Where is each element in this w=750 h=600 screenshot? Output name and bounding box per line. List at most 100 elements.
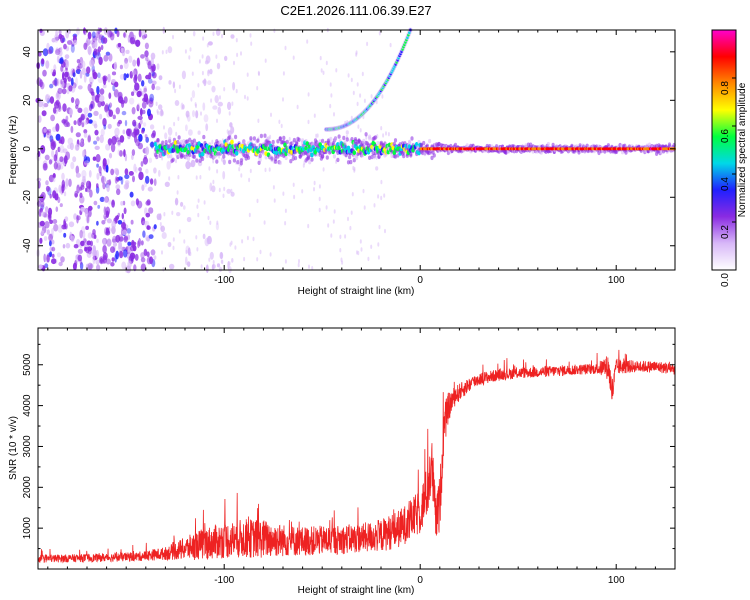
noise-blob [63, 191, 67, 197]
noise-blob [121, 261, 127, 270]
colorbar-tick-label: 0.6 [720, 129, 731, 143]
faint-dot [311, 266, 314, 271]
noise-blob [56, 252, 62, 258]
noise-blob [105, 164, 109, 173]
faint-dot [196, 247, 199, 252]
noise-blob [104, 215, 107, 222]
noise-blob [72, 72, 76, 78]
noise-blob [121, 212, 125, 220]
noise-blob [128, 55, 133, 63]
noise-blob [133, 163, 137, 172]
noise-blob [129, 31, 134, 39]
carrier-halo [551, 142, 555, 148]
faint-dot [197, 198, 200, 203]
carrier-halo [390, 153, 394, 159]
faint-dot [163, 125, 165, 130]
noise-blob [138, 29, 142, 38]
carrier-halo [311, 141, 315, 147]
noise-blob [40, 230, 45, 236]
faint-dot [228, 111, 231, 116]
noise-blob [147, 186, 153, 192]
faint-dot [347, 216, 349, 222]
carrier-cell [234, 150, 239, 156]
noise-blob [40, 200, 45, 208]
noise-blob [116, 215, 119, 220]
faint-dot [282, 191, 285, 196]
noise-blob [232, 81, 236, 91]
noise-blob [40, 211, 45, 217]
faint-dot [330, 93, 333, 98]
noise-blob [88, 119, 93, 124]
noise-blob [164, 181, 170, 187]
noise-blob [141, 184, 145, 191]
noise-blob [65, 59, 70, 69]
noise-blob [150, 249, 156, 256]
noise-blob [70, 235, 75, 242]
x-tick-label: 100 [608, 275, 625, 286]
faint-dot [197, 212, 200, 218]
noise-blob [55, 49, 61, 56]
carrier-halo [345, 137, 349, 142]
faint-dot [284, 208, 287, 213]
spectrogram-x-axis-label: Height of straight line (km) [298, 286, 415, 297]
noise-blob [70, 44, 75, 53]
noise-blob [51, 253, 55, 258]
faint-dot [230, 188, 233, 194]
noise-blob [137, 115, 143, 120]
faint-dot [174, 88, 177, 94]
carrier-halo [257, 160, 261, 165]
faint-dot [292, 55, 295, 60]
faint-dot [203, 200, 206, 205]
noise-blob [43, 253, 46, 263]
noise-blob [217, 106, 222, 115]
faint-dot [282, 71, 285, 76]
noise-blob [146, 225, 150, 230]
noise-blob [111, 136, 117, 145]
noise-blob [37, 100, 44, 108]
noise-blob [83, 160, 90, 166]
faint-dot [378, 224, 381, 230]
faint-dot [272, 185, 275, 190]
y-tick-label: 20 [22, 94, 33, 106]
faint-dot [357, 250, 360, 256]
faint-dot [370, 244, 373, 249]
y-tick-label: 3000 [22, 435, 33, 458]
noise-blob [87, 262, 93, 270]
noise-blob [100, 44, 104, 51]
noise-blob [183, 205, 186, 210]
noise-blob [76, 214, 79, 224]
faint-dot [194, 102, 197, 107]
noise-blob [65, 242, 71, 249]
noise-blob [68, 221, 75, 228]
carrier-halo [252, 136, 256, 141]
faint-dot [293, 194, 296, 200]
carrier-halo [176, 139, 180, 145]
noise-blob [97, 76, 104, 84]
noise-blob [89, 59, 95, 67]
noise-blob [119, 135, 125, 143]
faint-dot [216, 169, 219, 174]
noise-blob [73, 244, 79, 249]
noise-blob [93, 234, 97, 239]
faint-dot [308, 264, 310, 269]
noise-blob [108, 92, 112, 99]
noise-blob [202, 102, 206, 111]
faint-dot [189, 47, 192, 52]
carrier-halo [242, 140, 246, 145]
carrier-halo [168, 136, 172, 141]
y-tick-label: 5000 [22, 353, 33, 376]
noise-blob [86, 185, 91, 193]
noise-blob [89, 76, 94, 85]
noise-blob [145, 146, 150, 156]
noise-blob [114, 127, 120, 137]
noise-blob [111, 199, 115, 208]
noise-blob [58, 261, 63, 267]
noise-blob [131, 149, 136, 156]
carrier-halo [453, 142, 458, 148]
carrier-halo [201, 156, 205, 162]
faint-dot [177, 175, 180, 180]
faint-dot [195, 235, 198, 240]
noise-blob [65, 178, 69, 187]
carrier-halo [375, 166, 379, 171]
noise-blob [63, 232, 67, 238]
